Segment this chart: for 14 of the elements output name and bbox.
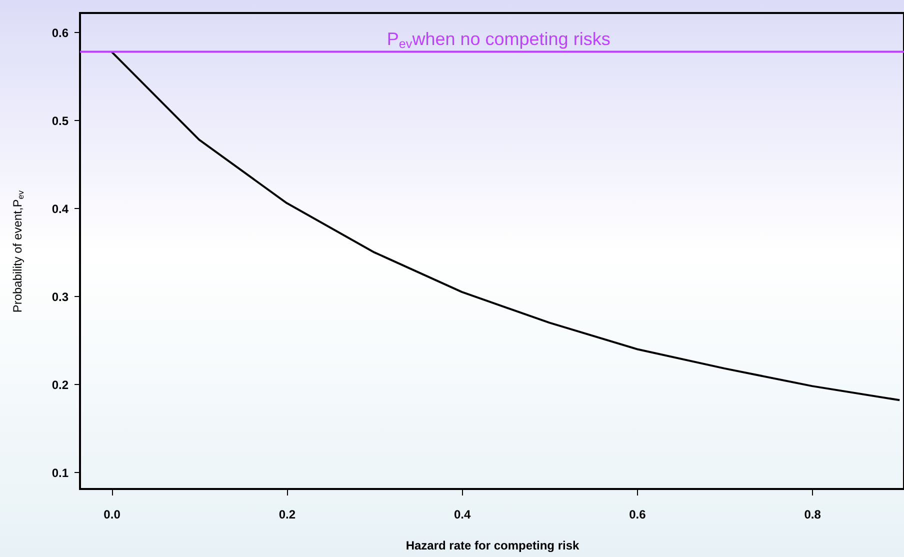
ref-line-label: P$_{ev}$when no competing risks bbox=[386, 28, 610, 51]
x-tick-label: 0.8 bbox=[804, 508, 822, 522]
x-tick-label: 0.6 bbox=[629, 508, 646, 522]
y-tick-label: 0.1 bbox=[52, 466, 69, 480]
y-tick-label: 0.4 bbox=[52, 202, 69, 216]
y-tick-label: 0.2 bbox=[52, 378, 69, 392]
x-tick-label: 0.2 bbox=[278, 508, 296, 522]
y-tick-label: 0.3 bbox=[52, 290, 69, 304]
x-axis-title: Hazard rate for competing risk bbox=[406, 538, 580, 552]
x-tick-label: 0.0 bbox=[104, 508, 121, 522]
y-tick-label: 0.5 bbox=[52, 114, 69, 128]
y-tick-label: 0.6 bbox=[52, 26, 69, 40]
line-series bbox=[110, 50, 901, 402]
x-tick-label: 0.4 bbox=[454, 508, 471, 522]
